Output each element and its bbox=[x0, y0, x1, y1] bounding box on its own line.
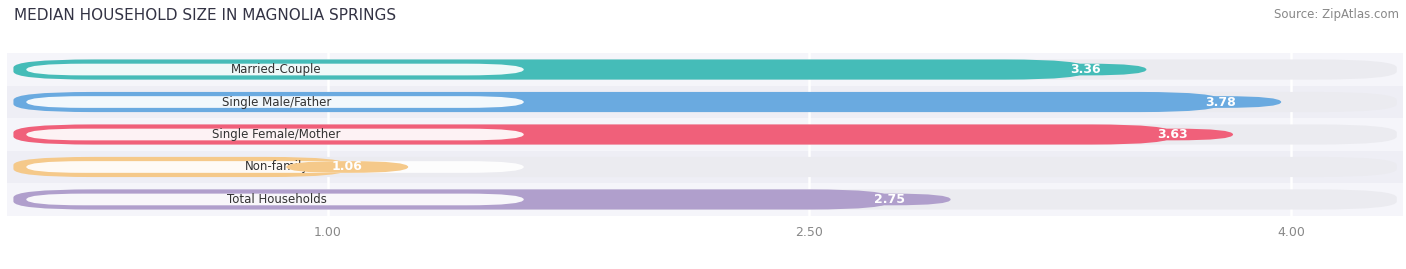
Text: Single Female/Mother: Single Female/Mother bbox=[212, 128, 340, 141]
FancyBboxPatch shape bbox=[14, 92, 1220, 112]
Text: Source: ZipAtlas.com: Source: ZipAtlas.com bbox=[1274, 8, 1399, 21]
Text: MEDIAN HOUSEHOLD SIZE IN MAGNOLIA SPRINGS: MEDIAN HOUSEHOLD SIZE IN MAGNOLIA SPRING… bbox=[14, 8, 396, 23]
Text: Married-Couple: Married-Couple bbox=[232, 63, 322, 76]
Text: 2.75: 2.75 bbox=[875, 193, 905, 206]
FancyBboxPatch shape bbox=[1025, 64, 1146, 75]
FancyBboxPatch shape bbox=[7, 151, 1403, 183]
FancyBboxPatch shape bbox=[14, 157, 347, 177]
FancyBboxPatch shape bbox=[7, 53, 1403, 86]
Text: 3.63: 3.63 bbox=[1157, 128, 1188, 141]
FancyBboxPatch shape bbox=[1160, 96, 1281, 108]
Text: 1.06: 1.06 bbox=[332, 161, 363, 174]
Text: Total Households: Total Households bbox=[226, 193, 326, 206]
FancyBboxPatch shape bbox=[14, 189, 1396, 210]
FancyBboxPatch shape bbox=[27, 64, 524, 75]
FancyBboxPatch shape bbox=[7, 86, 1403, 118]
Text: 3.36: 3.36 bbox=[1070, 63, 1101, 76]
FancyBboxPatch shape bbox=[14, 59, 1396, 80]
Text: Single Male/Father: Single Male/Father bbox=[222, 95, 332, 108]
FancyBboxPatch shape bbox=[828, 194, 950, 205]
FancyBboxPatch shape bbox=[7, 118, 1403, 151]
Text: 3.78: 3.78 bbox=[1205, 95, 1236, 108]
FancyBboxPatch shape bbox=[14, 125, 1173, 144]
FancyBboxPatch shape bbox=[14, 59, 1085, 80]
FancyBboxPatch shape bbox=[14, 92, 1396, 112]
FancyBboxPatch shape bbox=[14, 125, 1396, 144]
FancyBboxPatch shape bbox=[27, 161, 524, 173]
FancyBboxPatch shape bbox=[14, 189, 890, 210]
FancyBboxPatch shape bbox=[27, 96, 524, 108]
FancyBboxPatch shape bbox=[1111, 129, 1233, 140]
FancyBboxPatch shape bbox=[14, 157, 1396, 177]
Text: Non-family: Non-family bbox=[245, 161, 309, 174]
FancyBboxPatch shape bbox=[27, 194, 524, 205]
FancyBboxPatch shape bbox=[27, 129, 524, 140]
FancyBboxPatch shape bbox=[287, 161, 408, 173]
FancyBboxPatch shape bbox=[7, 183, 1403, 216]
